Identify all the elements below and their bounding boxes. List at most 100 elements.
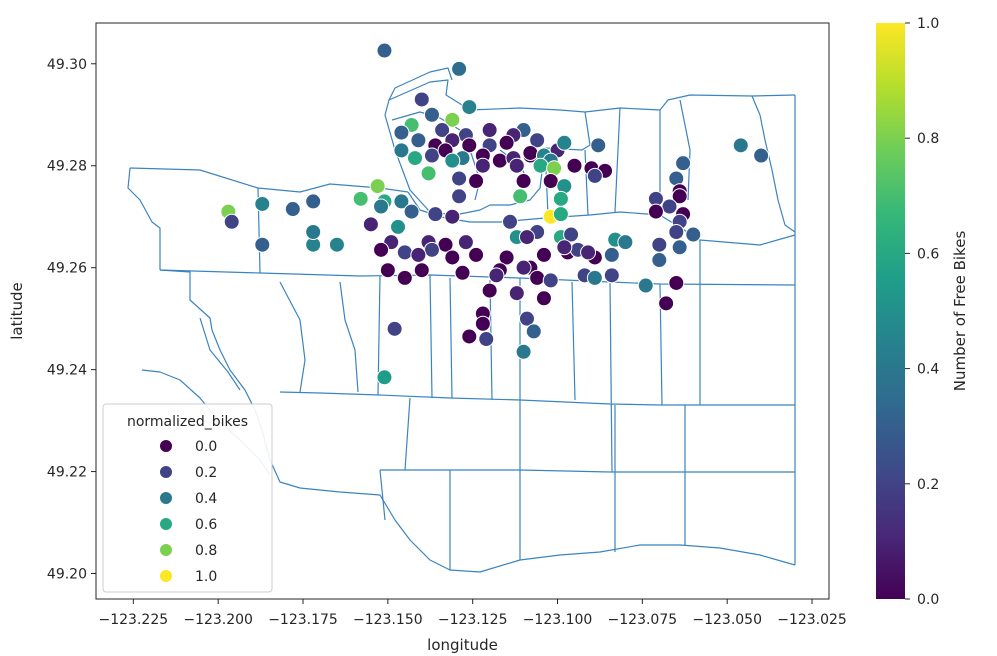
data-point <box>753 147 770 164</box>
map-boundary-line <box>199 317 241 391</box>
map-boundary-line <box>429 274 433 399</box>
data-point <box>410 132 427 149</box>
data-point <box>434 122 451 139</box>
data-point <box>542 272 559 289</box>
map-boundary-line <box>127 167 161 270</box>
legend-marker <box>159 569 173 583</box>
data-point <box>284 201 301 218</box>
data-point <box>491 152 508 169</box>
colorbar-tick-label: 1.0 <box>917 16 939 32</box>
map-boundary-line <box>129 167 409 193</box>
map-boundary-line <box>751 95 796 233</box>
map-boundary-line <box>679 99 691 201</box>
legend: normalized_bikes 0.0 0.2 0.4 0.6 0.8 1.0 <box>102 403 273 593</box>
data-point <box>522 144 539 161</box>
colorbar-tick-label: 0.6 <box>917 246 939 262</box>
x-tick-label: −123.150 <box>353 612 423 628</box>
data-point <box>563 226 580 243</box>
data-point <box>556 134 573 151</box>
colorbar-tick-label: 0.2 <box>917 477 939 493</box>
data-point <box>457 234 474 251</box>
legend-entry-label: 0.0 <box>195 439 217 455</box>
legend-marker <box>159 439 173 453</box>
colorbar-tick-label: 0.8 <box>917 131 939 147</box>
data-point <box>413 262 430 279</box>
data-point <box>552 206 569 223</box>
colorbar-tick-label: 0.0 <box>917 592 939 608</box>
map-boundary-line <box>449 277 453 399</box>
x-axis-label: longitude <box>427 636 498 654</box>
data-point <box>254 195 271 212</box>
data-point <box>373 198 390 215</box>
data-point <box>518 310 535 327</box>
legend-box <box>102 403 273 593</box>
data-point <box>461 328 478 345</box>
y-tick-label: 49.20 <box>47 567 87 583</box>
data-point <box>451 188 468 205</box>
data-point <box>423 147 440 164</box>
data-point <box>525 323 542 340</box>
data-point <box>376 369 393 386</box>
data-point <box>529 132 546 149</box>
data-point <box>651 236 668 253</box>
data-point <box>647 203 664 220</box>
y-tick-label: 49.28 <box>47 159 87 175</box>
data-point <box>535 290 552 307</box>
data-point <box>515 259 532 276</box>
data-point <box>393 142 410 159</box>
data-point <box>461 99 478 116</box>
data-point <box>603 246 620 263</box>
legend-marker <box>159 465 173 479</box>
data-point <box>481 122 498 139</box>
data-point <box>386 320 403 337</box>
map-boundary-line <box>279 281 306 393</box>
data-point <box>651 252 668 269</box>
legend-entry-label: 0.6 <box>195 517 217 533</box>
legend-entry-label: 0.4 <box>195 491 217 507</box>
y-tick-label: 49.24 <box>47 363 87 379</box>
data-point <box>444 152 461 169</box>
data-point <box>223 213 240 230</box>
data-point <box>474 315 491 332</box>
data-point <box>508 157 525 174</box>
legend-marker <box>159 491 173 505</box>
data-point <box>474 157 491 174</box>
data-point <box>454 264 471 281</box>
x-tick-label: −123.100 <box>523 612 593 628</box>
data-point <box>566 157 583 174</box>
data-point <box>352 190 369 207</box>
data-point <box>552 190 569 207</box>
x-tick-label: −123.225 <box>99 612 169 628</box>
data-point <box>586 167 603 184</box>
data-point <box>671 188 688 205</box>
data-point <box>675 155 692 172</box>
data-point <box>254 236 271 253</box>
data-point <box>658 295 675 312</box>
legend-title: normalized_bikes <box>127 414 248 430</box>
map-boundary-line <box>159 269 796 573</box>
data-point <box>427 206 444 223</box>
data-point <box>617 234 634 251</box>
map-boundary-line <box>614 107 621 213</box>
data-point <box>390 218 407 235</box>
legend-entry-label: 0.2 <box>195 465 217 481</box>
data-point <box>444 208 461 225</box>
data-point <box>444 249 461 266</box>
x-axis: −123.225 −123.200 −123.175 −123.150 −123.125… <box>99 599 847 628</box>
data-point <box>685 226 702 243</box>
data-point <box>481 282 498 299</box>
data-point <box>468 173 485 190</box>
data-point <box>451 60 468 77</box>
data-point <box>502 213 519 230</box>
data-point <box>488 267 505 284</box>
y-tick-label: 49.22 <box>47 465 87 481</box>
data-point <box>515 173 532 190</box>
data-point <box>362 216 379 233</box>
data-point <box>542 173 559 190</box>
data-point <box>451 170 468 187</box>
legend-marker <box>159 543 173 557</box>
data-point <box>413 91 430 108</box>
data-point <box>580 244 597 261</box>
data-point <box>556 239 573 256</box>
